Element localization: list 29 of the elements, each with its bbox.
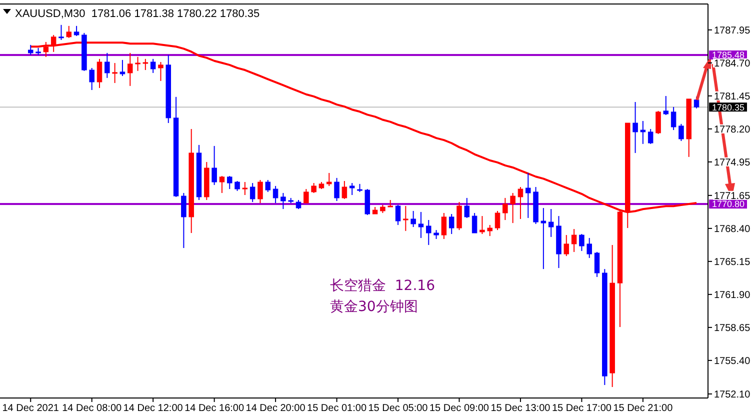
x-tick-label: 14 Dec 16:00 — [184, 403, 244, 414]
y-tick-label: 1784.70 — [714, 58, 751, 70]
y-tick-label: 1755.40 — [714, 356, 751, 367]
x-tick-label: 15 Dec 13:00 — [490, 403, 551, 414]
y-tick-label: 1761.90 — [714, 290, 751, 301]
ref-label: 1770.80 — [709, 199, 747, 210]
y-tick-label: 1774.95 — [714, 157, 751, 168]
title: XAUUSD,M30 1781.06 1781.38 1780.22 1780.35 — [3, 8, 260, 20]
annotation: 长空猎金 12.16 — [330, 278, 436, 294]
x-tick-label: 15 Dec 01:00 — [307, 403, 367, 414]
y-tick-label: 1765.15 — [714, 256, 751, 268]
y-tick-label: 1768.40 — [714, 224, 751, 235]
x-tick-label: 14 Dec 2021 — [2, 403, 60, 414]
y-tick-label: 1781.45 — [714, 91, 751, 102]
y-tick-label: 1758.65 — [714, 322, 751, 334]
x-tick-label: 15 Dec 09:00 — [429, 403, 490, 414]
ref-label: 1785.48 — [709, 50, 747, 60]
y-tick-label: 1778.20 — [714, 124, 751, 136]
y-tick-label: 1787.95 — [714, 25, 751, 36]
x-tick-label: 15 Dec 21:00 — [613, 403, 674, 414]
y-tick-label: 1752.10 — [714, 389, 751, 400]
x-tick-label: 15 Dec 05:00 — [368, 403, 428, 414]
y-tick-label: 1771.65 — [714, 190, 751, 202]
x-tick-label: 15 Dec 17:00 — [552, 403, 612, 414]
x-tick-label: 14 Dec 12:00 — [123, 403, 184, 414]
x-tick-label: 14 Dec 08:00 — [62, 403, 122, 414]
ref-label: 1780.35 — [709, 102, 747, 112]
x-tick-label: 14 Dec 20:00 — [246, 403, 306, 414]
annotation: 黄金30分钟图 — [330, 299, 418, 315]
